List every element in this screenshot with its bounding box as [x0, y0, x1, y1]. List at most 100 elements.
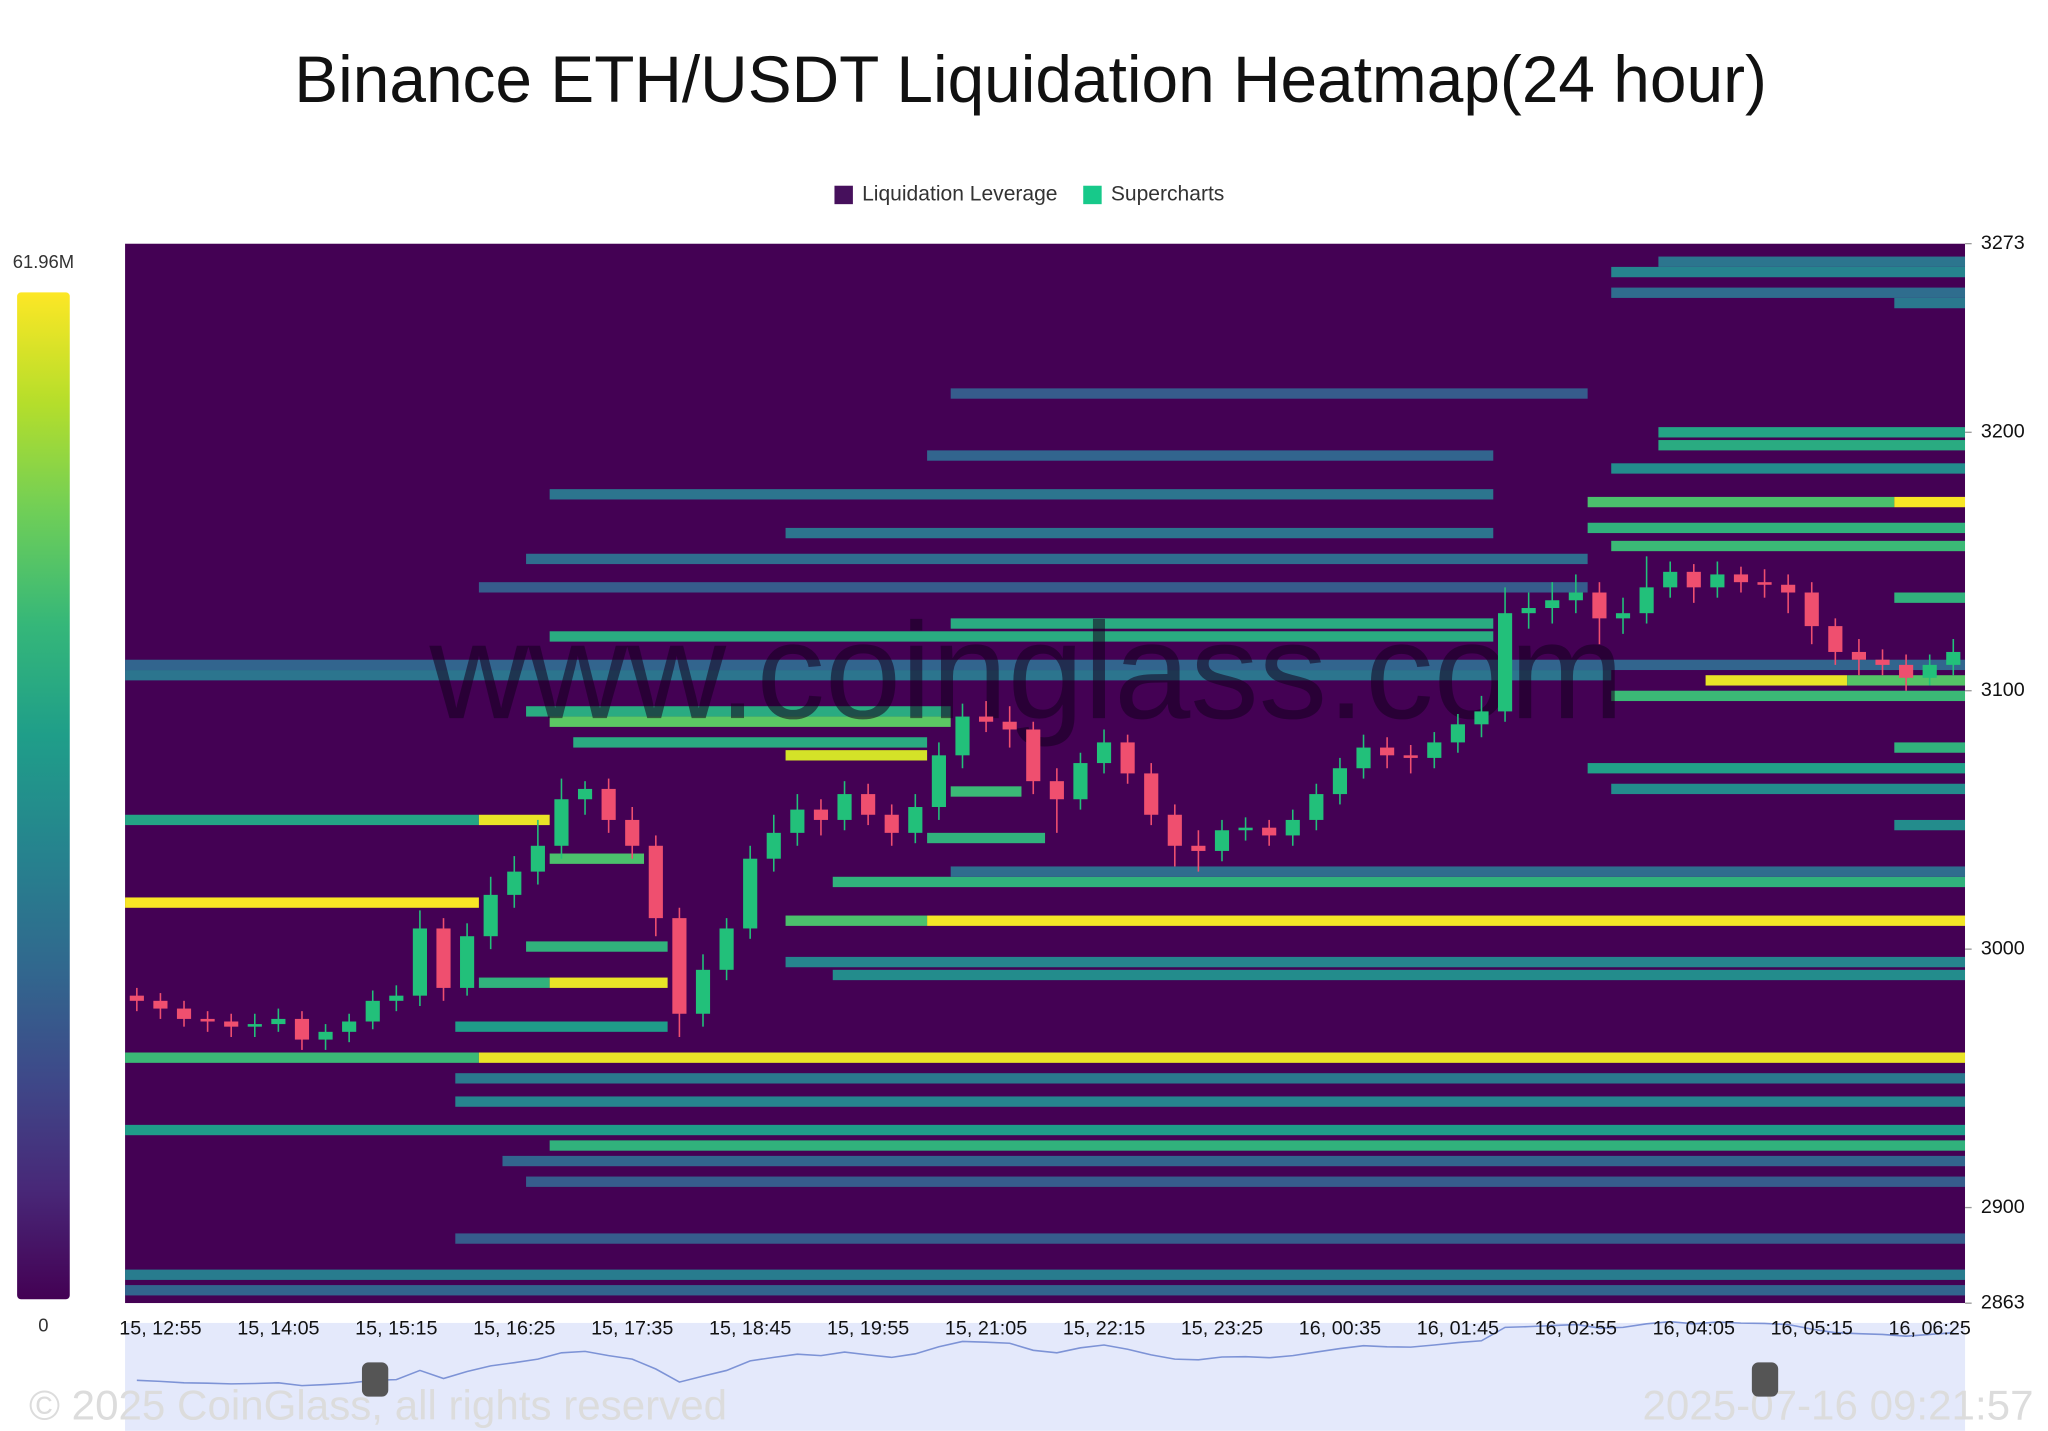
- candle-body: [884, 814, 899, 833]
- heat-band: [1587, 496, 1895, 508]
- heat-band: [549, 977, 668, 988]
- heat-band: [1611, 266, 1966, 278]
- candle-body: [1403, 755, 1418, 758]
- candle-body: [1568, 592, 1583, 601]
- legend-label[interactable]: Liquidation Leverage: [862, 183, 1057, 206]
- x-tick-label: 15, 19:55: [827, 1318, 909, 1340]
- candle-body: [129, 995, 144, 1001]
- heat-band: [526, 553, 1588, 565]
- candle-body: [1427, 742, 1442, 758]
- x-tick-label: 15, 17:35: [591, 1318, 673, 1340]
- heat-band: [785, 527, 1494, 539]
- candle-body: [1026, 729, 1041, 782]
- x-tick-label: 15, 15:15: [355, 1318, 437, 1340]
- heat-band: [549, 716, 951, 727]
- heat-band: [1658, 440, 1966, 451]
- candle-body: [1214, 830, 1230, 851]
- handle-left[interactable]: [361, 1362, 389, 1397]
- candle-body: [1899, 664, 1914, 678]
- candle-body: [1096, 742, 1112, 764]
- candle-body: [460, 936, 475, 988]
- candle-body: [931, 755, 946, 808]
- candle-body: [813, 809, 829, 820]
- heat-band: [1658, 427, 1966, 438]
- heat-band: [832, 969, 1966, 981]
- heat-band: [1611, 463, 1966, 474]
- x-tick-label: 15, 16:25: [473, 1318, 555, 1340]
- candle-body: [766, 832, 781, 859]
- handle-right[interactable]: [1751, 1362, 1779, 1397]
- candle-body: [1757, 582, 1772, 585]
- candle-body: [153, 1000, 168, 1009]
- heat-band: [950, 388, 1588, 399]
- candle-body: [1380, 747, 1395, 756]
- heat-band: [785, 915, 928, 926]
- heat-band: [549, 853, 645, 864]
- x-tick-label: 16, 00:35: [1299, 1318, 1381, 1340]
- candle-body: [1450, 724, 1465, 743]
- candle-body: [1592, 592, 1607, 619]
- candle-body: [507, 871, 522, 895]
- candle-body: [1002, 721, 1017, 730]
- candle-body: [224, 1021, 239, 1027]
- x-tick-label: 15, 12:55: [119, 1318, 201, 1340]
- candle-body: [837, 794, 852, 820]
- candle-body: [625, 819, 640, 846]
- heat-band: [1587, 522, 1966, 534]
- heat-band: [927, 832, 1046, 844]
- candle-body: [554, 799, 569, 846]
- candle-body: [1073, 763, 1088, 800]
- candle-body: [436, 928, 451, 988]
- candle-body: [483, 894, 498, 937]
- heat-band: [125, 897, 479, 908]
- heat-band: [1611, 783, 1966, 795]
- candle-body: [1332, 768, 1348, 795]
- overlay: 2863 2900 3000 3100 3200 3273 15, 12:55 15, 14:…: [119, 232, 2025, 1387]
- colorbar: [17, 292, 70, 1300]
- candle-body: [365, 1000, 380, 1022]
- candle-body: [176, 1008, 192, 1019]
- navigator-handle[interactable]: [361, 1362, 1779, 1397]
- candle-body: [1828, 626, 1843, 652]
- candle-body: [1545, 600, 1560, 609]
- heat-band: [526, 1176, 1966, 1187]
- x-tick-label: 16, 02:55: [1535, 1318, 1617, 1340]
- heat-band: [478, 582, 1588, 593]
- y-tick-label: 3273: [1981, 232, 2025, 254]
- candle-body: [1663, 571, 1678, 588]
- y-tick-label: 2900: [1981, 1196, 2025, 1218]
- heat-band: [927, 450, 1494, 461]
- heat-band: [526, 941, 668, 952]
- navigator[interactable]: [125, 1322, 1966, 1431]
- candle-body: [1615, 613, 1631, 619]
- candle-body: [1875, 659, 1890, 665]
- heat-band: [785, 956, 1966, 968]
- x-tick-label: 15, 23:25: [1181, 1318, 1263, 1340]
- colorbar-label: 0: [38, 1315, 48, 1336]
- candle-body: [979, 716, 994, 722]
- heat-band: [1894, 742, 1966, 753]
- candle-body: [1120, 742, 1135, 774]
- heat-band: [478, 814, 550, 826]
- legend-label[interactable]: Supercharts: [1111, 183, 1224, 206]
- x-tick-label: 15, 22:15: [1063, 1318, 1145, 1340]
- candle-body: [955, 716, 970, 756]
- heat-band: [125, 1285, 1966, 1296]
- heat-band: [526, 706, 951, 717]
- x-tick-label: 16, 04:05: [1653, 1318, 1735, 1340]
- candle-body: [1686, 571, 1701, 588]
- candle-body: [601, 788, 616, 820]
- watermark: www.coinglass.com: [429, 595, 1624, 748]
- heat-band: [549, 631, 1494, 642]
- candle-body: [1262, 827, 1277, 836]
- candle-body: [1049, 781, 1064, 800]
- chart-title: Binance ETH/USDT Liquidation Heatmap(24 …: [294, 42, 1767, 116]
- candle-body: [294, 1018, 310, 1040]
- y-tick-label: 3200: [1981, 421, 2025, 443]
- heat-band: [125, 1124, 1966, 1136]
- heat-band: [549, 489, 1494, 500]
- heat-band: [1894, 819, 1966, 831]
- heat-band: [125, 1269, 1966, 1280]
- candle-body: [1238, 827, 1253, 831]
